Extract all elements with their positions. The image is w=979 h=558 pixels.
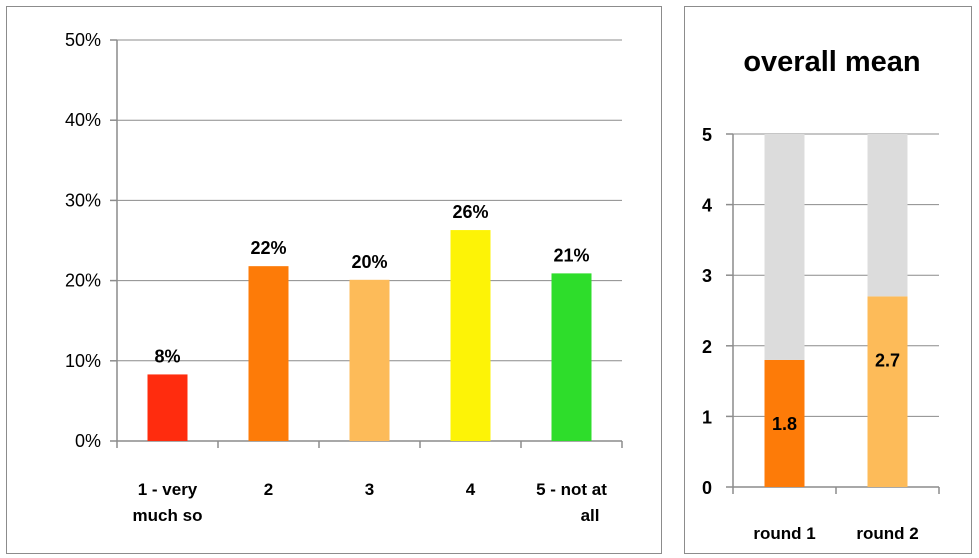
bar xyxy=(147,374,188,441)
y-tick-label: 5 xyxy=(702,125,712,145)
category-label: all xyxy=(581,506,600,525)
category-label: much so xyxy=(133,506,203,525)
remainder-bar xyxy=(867,134,908,297)
bar xyxy=(349,279,390,441)
y-tick-label: 20% xyxy=(65,271,101,291)
bar xyxy=(248,266,289,441)
distribution-chart: 0% 10% 20% 30% 40% 50% 8% 1 - very much so 22% 2 20… xyxy=(65,30,623,525)
data-label: 1.8 xyxy=(772,414,797,434)
overall-mean-chart: overall mean 0 1 2 3 4 5 1.8 round 1 2.7 round 2 xyxy=(702,46,940,543)
y-tick-label: 4 xyxy=(702,196,712,216)
data-label: 26% xyxy=(452,202,488,222)
remainder-bar xyxy=(764,134,805,360)
data-label: 20% xyxy=(351,252,387,272)
data-label: 22% xyxy=(250,238,286,258)
y-tick-label: 40% xyxy=(65,110,101,130)
y-tick-label: 50% xyxy=(65,30,101,50)
data-label: 2.7 xyxy=(875,350,900,370)
category-label: round 1 xyxy=(753,524,815,543)
y-tick-label: 0% xyxy=(75,431,101,451)
mean-bar xyxy=(764,359,805,487)
y-tick-label: 1 xyxy=(702,407,712,427)
data-label: 8% xyxy=(154,346,180,366)
y-tick-label: 0 xyxy=(702,478,712,498)
category-label: 2 xyxy=(264,480,273,499)
category-label: 5 - not at xyxy=(536,480,607,499)
bar xyxy=(450,230,491,441)
category-label: round 2 xyxy=(856,524,918,543)
chart-title: overall mean xyxy=(743,46,920,78)
y-tick-label: 3 xyxy=(702,266,712,286)
y-tick-label: 10% xyxy=(65,351,101,371)
category-label: 1 - very xyxy=(138,480,198,499)
distribution-chart-panel: 0% 10% 20% 30% 40% 50% 8% 1 - very much so 22% 2 20… xyxy=(6,6,662,554)
bar xyxy=(551,273,592,441)
category-label: 4 xyxy=(466,480,476,499)
category-label: 3 xyxy=(365,480,374,499)
overall-mean-chart-panel: overall mean 0 1 2 3 4 5 1.8 round 1 2.7 round 2 xyxy=(684,6,972,554)
y-tick-label: 2 xyxy=(702,337,712,357)
data-label: 21% xyxy=(553,245,589,265)
y-tick-label: 30% xyxy=(65,190,101,210)
mean-bar xyxy=(867,296,908,487)
